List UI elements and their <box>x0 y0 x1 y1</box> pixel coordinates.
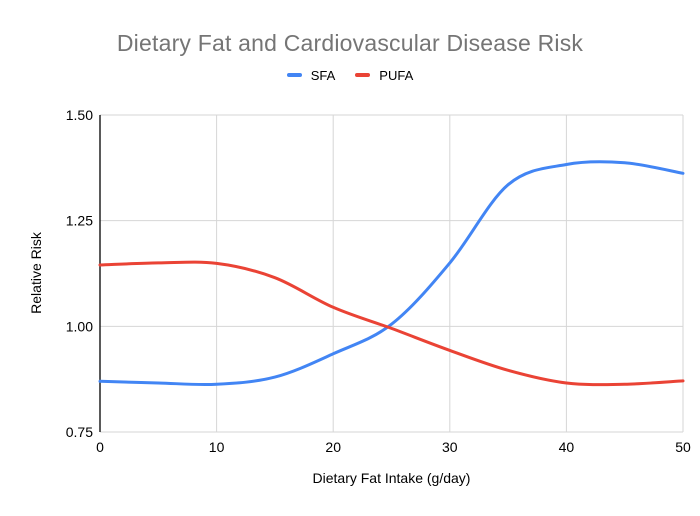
y-tick-label-1.00: 1.00 <box>66 318 93 334</box>
x-axis-title: Dietary Fat Intake (g/day) <box>312 470 471 486</box>
x-tick-label-40: 40 <box>559 439 575 455</box>
y-tick-label-1.25: 1.25 <box>66 213 93 229</box>
x-tick-label-50: 50 <box>675 439 691 455</box>
series-line-sfa <box>98 160 685 387</box>
x-tick-label-20: 20 <box>325 439 341 455</box>
legend-label-sfa: SFA <box>310 67 336 83</box>
legend: SFA PUFA <box>0 66 700 84</box>
legend-item-pufa: PUFA <box>355 68 413 83</box>
legend-item-sfa: SFA <box>286 67 336 83</box>
chart-title: Dietary Fat and Cardiovascular Disease R… <box>116 30 584 56</box>
series-line-pufa <box>98 260 685 387</box>
y-tick-label-1.50: 1.50 <box>66 107 93 123</box>
x-tick-label-30: 30 <box>442 439 458 455</box>
legend-label-pufa: PUFA <box>379 67 414 83</box>
x-tick-label-10: 10 <box>209 439 225 455</box>
legend-swatch-sfa <box>286 73 302 77</box>
legend-swatch-pufa <box>355 73 371 77</box>
y-tick-label-0.75: 0.75 <box>66 424 93 440</box>
x-tick-label-0: 0 <box>96 439 104 455</box>
